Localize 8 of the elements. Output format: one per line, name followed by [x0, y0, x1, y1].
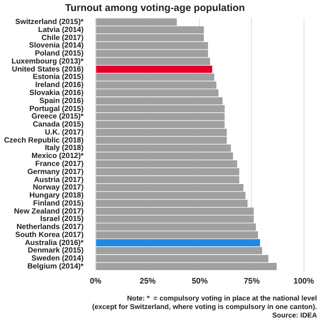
- bar: [96, 66, 212, 73]
- x-tick-label: 100%: [294, 276, 314, 286]
- x-tick-label: 25%: [140, 276, 156, 286]
- chart-title: Turnout among voting-age population: [65, 2, 245, 14]
- x-tick-label: 75%: [244, 276, 260, 286]
- x-tick-label: 0%: [90, 276, 102, 286]
- bar: [96, 239, 260, 246]
- x-tick-label: 50%: [192, 276, 208, 286]
